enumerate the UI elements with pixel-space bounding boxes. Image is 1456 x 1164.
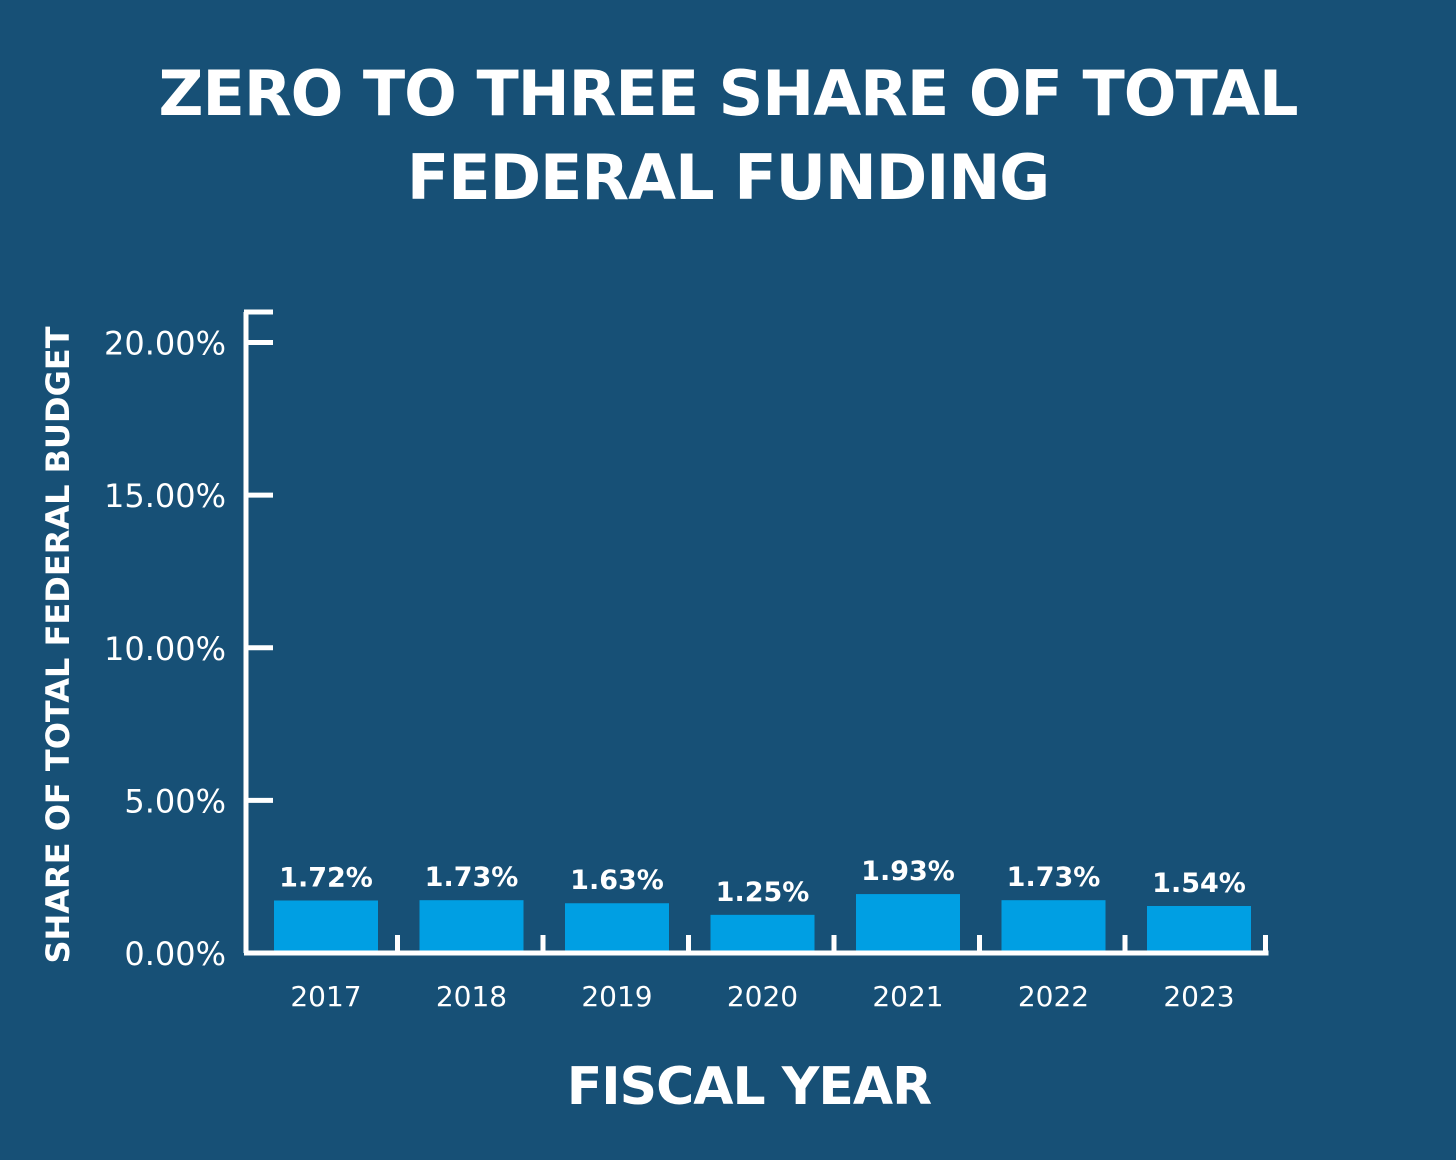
x-tick-label: 2019 [581,980,652,1013]
bar-2020 [710,914,815,951]
y-tick-label: 0.00% [124,935,226,973]
y-tick-label: 5.00% [124,782,226,820]
y-tick-label: 10.00% [104,630,226,668]
value-label: 1.54% [1152,868,1246,899]
value-label: 1.73% [1007,862,1101,893]
chart-title: ZERO TO THREE SHARE OF TOTAL FEDERAL FUN… [158,57,1299,214]
bar-2018 [419,900,524,951]
value-label: 1.25% [716,877,810,908]
bar-2021 [856,894,960,951]
x-tick-label: 2023 [1163,980,1234,1013]
bar-2019 [565,903,669,951]
x-tick-label: 2017 [290,980,361,1013]
value-label: 1.93% [861,856,955,887]
x-tick-label: 2020 [727,980,798,1013]
x-tick-label: 2021 [872,980,943,1013]
value-label: 1.63% [570,865,664,896]
bar-2022 [1001,900,1106,951]
y-axis-title: SHARE OF TOTAL FEDERAL BUDGET [39,326,77,963]
y-tick-label: 15.00% [104,477,226,515]
x-tick-label: 2018 [436,980,507,1013]
value-label: 1.72% [279,862,373,893]
y-tick-label: 20.00% [104,325,226,363]
value-label: 1.73% [425,862,519,893]
bar-2023 [1147,905,1251,951]
x-tick-label: 2022 [1018,980,1089,1013]
x-axis-title: FISCAL YEAR [567,1057,931,1117]
bar-2017 [274,900,378,951]
